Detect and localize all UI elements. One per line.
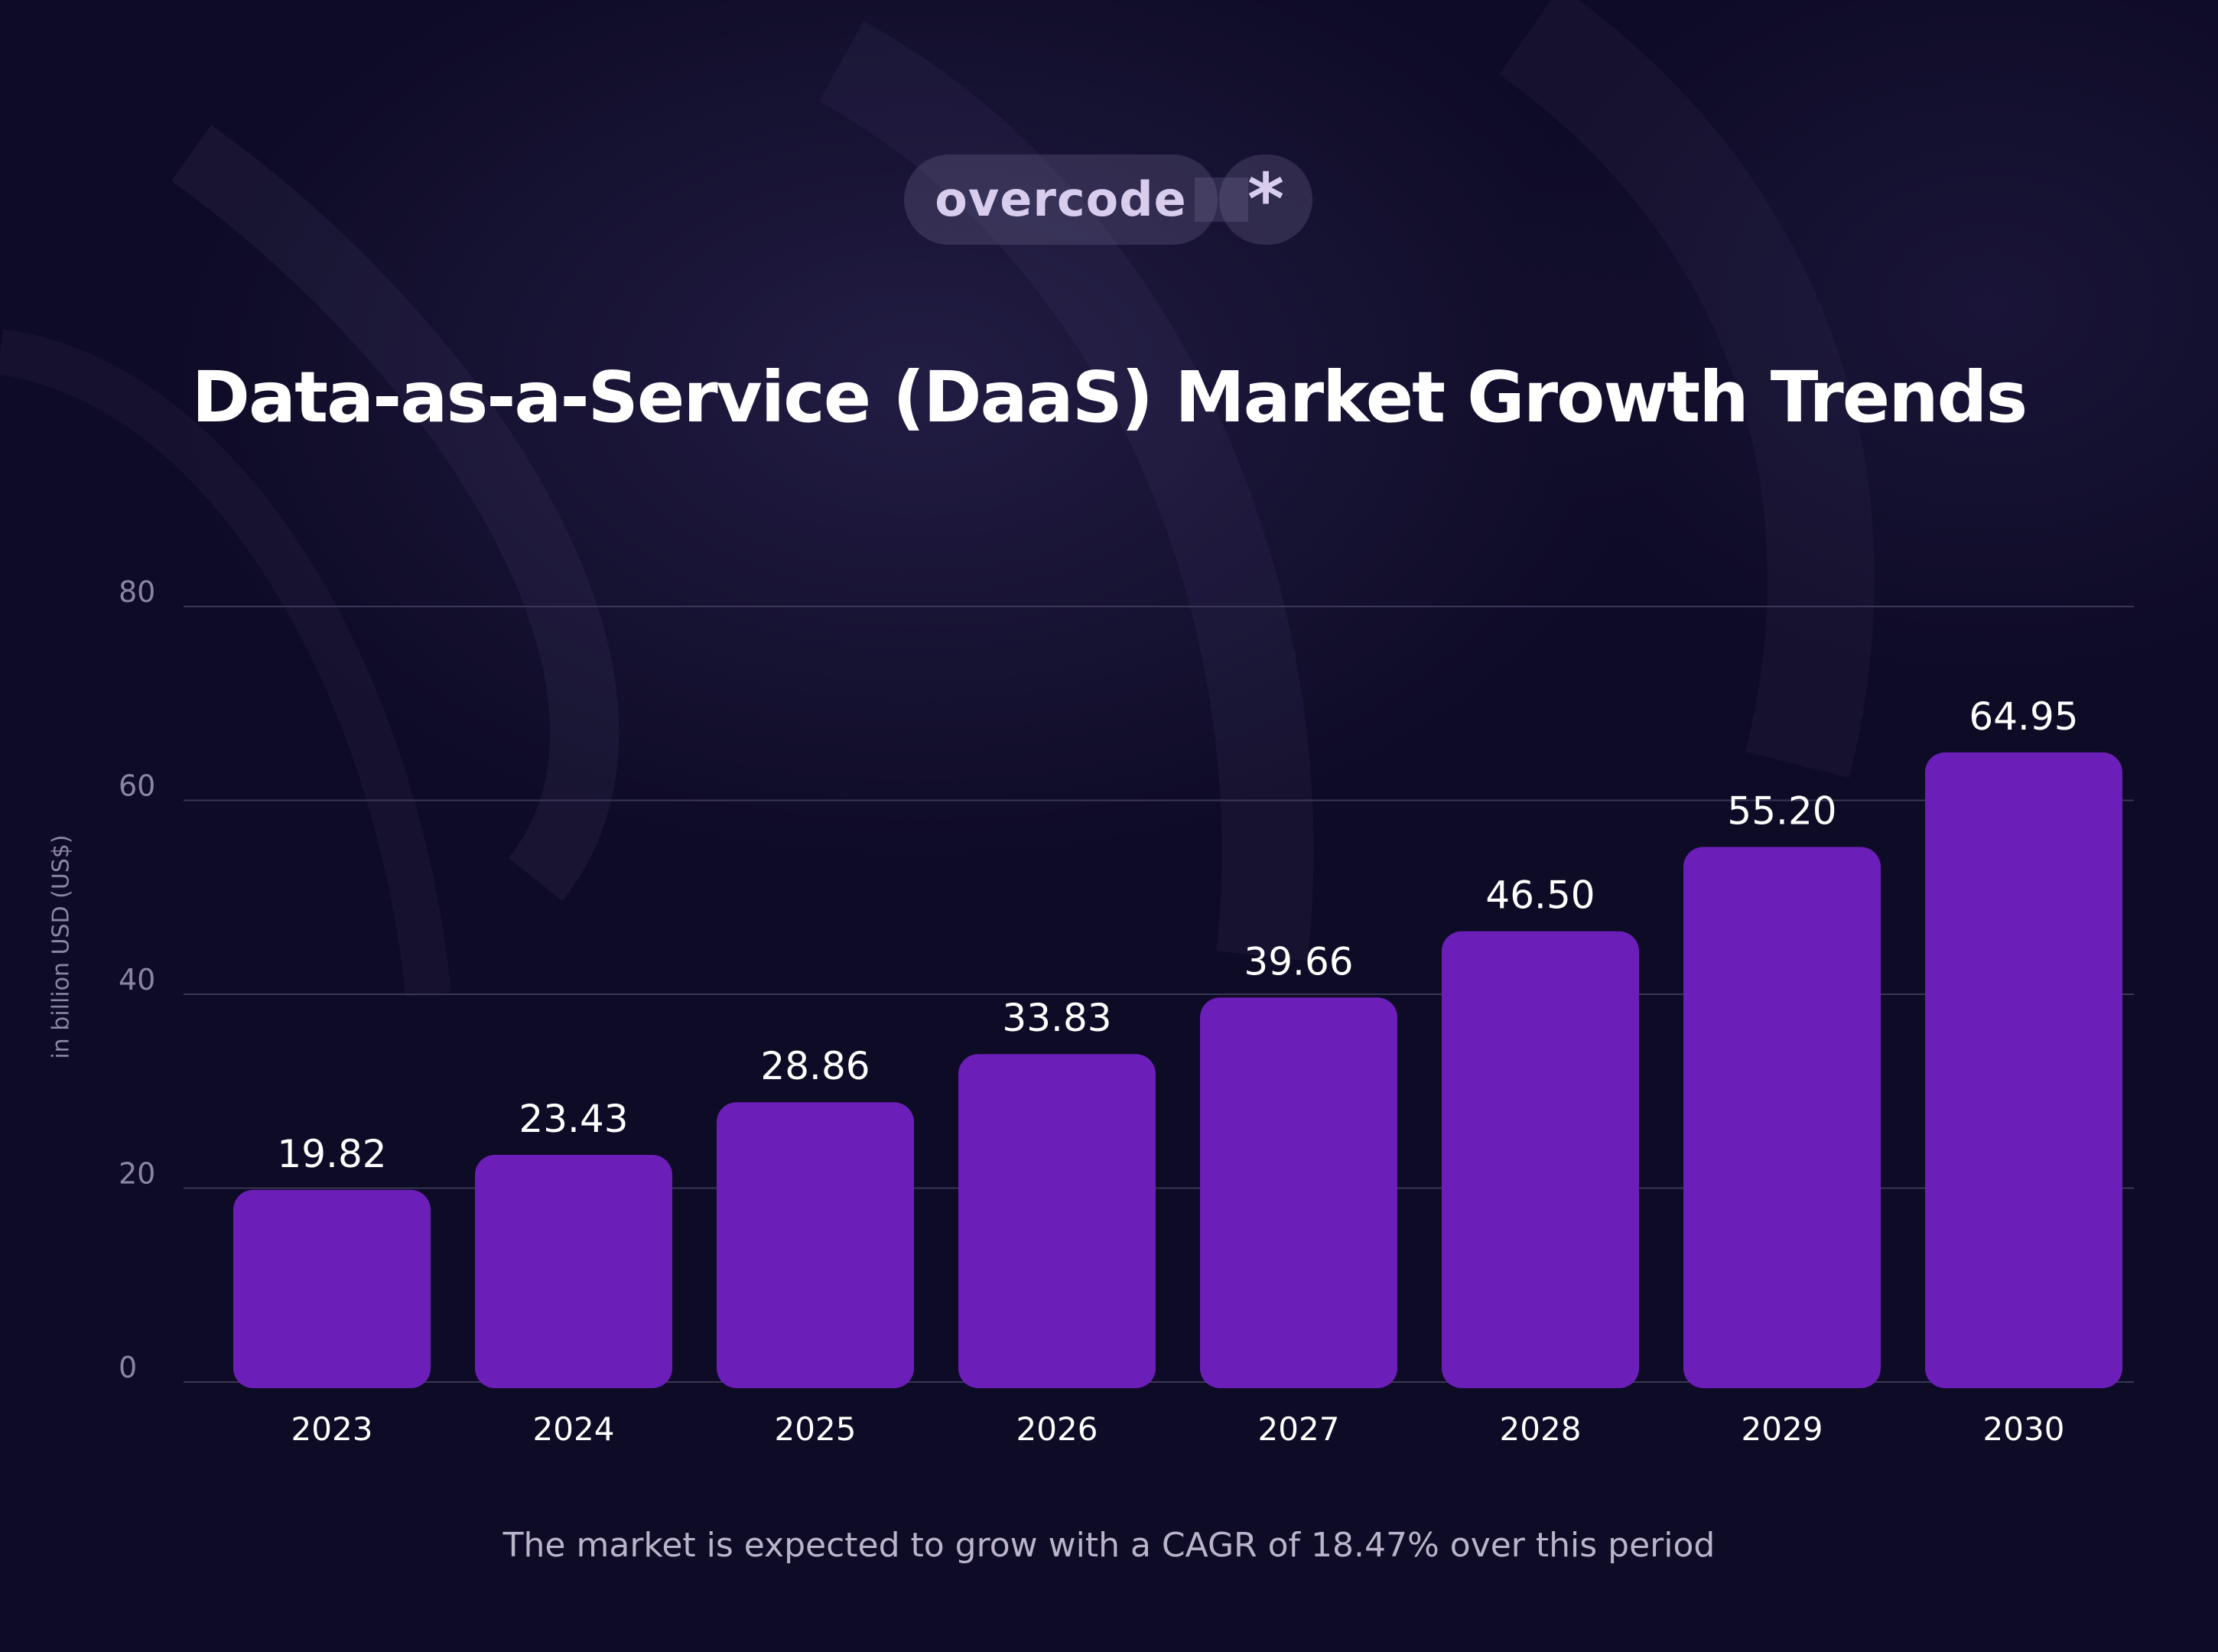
bar-value-label: 39.66 (1244, 939, 1353, 984)
x-tick-label: 2030 (1983, 1410, 2065, 1448)
bar-value-label: 23.43 (519, 1097, 628, 1141)
bar (233, 1189, 431, 1388)
bar (1200, 997, 1397, 1388)
brand-name: overcode (935, 171, 1187, 227)
bar-value-label: 28.86 (760, 1044, 870, 1088)
x-tick-label: 2025 (775, 1410, 857, 1448)
x-tick-label: 2023 (291, 1410, 373, 1448)
bar (958, 1054, 1156, 1388)
y-tick-label: 80 (119, 575, 155, 609)
y-tick-label: 20 (119, 1157, 155, 1191)
bar-value-label: 55.20 (1727, 789, 1836, 833)
footnote: The market is expected to grow with a CA… (502, 1526, 1716, 1565)
x-tick-label: 2027 (1258, 1410, 1340, 1448)
y-tick-label: 60 (119, 769, 155, 803)
bar-value-label: 64.95 (1969, 694, 2078, 739)
x-tick-label: 2026 (1016, 1410, 1098, 1448)
brand-logo: overcode * (904, 154, 1312, 245)
x-tick-label: 2029 (1742, 1410, 1823, 1448)
bar (717, 1102, 914, 1388)
bar (1925, 752, 2122, 1388)
bar (1442, 931, 1639, 1388)
bar (1683, 847, 1881, 1388)
x-tick-label: 2024 (533, 1410, 615, 1448)
bar (475, 1155, 672, 1388)
bar-value-label: 46.50 (1485, 873, 1595, 918)
y-tick-label: 0 (119, 1351, 137, 1384)
bar-value-label: 19.82 (277, 1132, 386, 1176)
x-tick-label: 2028 (1500, 1410, 1582, 1448)
chart-title: Data-as-a-Service (DaaS) Market Growth T… (191, 356, 2028, 438)
y-tick-label: 40 (119, 963, 155, 997)
brand-asterisk-icon: * (1247, 158, 1285, 240)
bar-value-label: 33.83 (1002, 996, 1111, 1040)
